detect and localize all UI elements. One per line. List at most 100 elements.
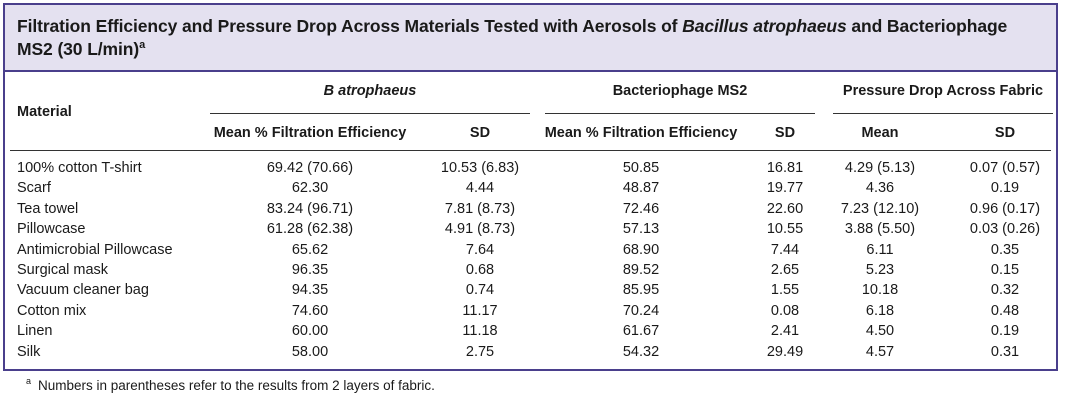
cell-ms2-mean: 89.52 xyxy=(622,262,660,278)
header-material: Material xyxy=(17,104,72,120)
cell-pd-sd: 0.07 (0.57) xyxy=(969,160,1041,176)
cell-b-sd: 4.91 (8.73) xyxy=(444,221,516,238)
cell-b-mean: 69.42 (70.66) xyxy=(266,160,354,176)
rule-group-b xyxy=(210,113,530,114)
table-row: 100% cotton T-shirt 69.42 (70.66) 10.53 (6… xyxy=(5,160,1055,180)
cell-ms2-mean: 70.24 xyxy=(622,302,660,319)
cell-material: 100% cotton T-shirt xyxy=(17,160,142,176)
header-b-sd: SD xyxy=(469,125,491,141)
cell-pd-mean: 6.18 xyxy=(865,302,895,319)
cell-b-mean: 74.60 xyxy=(291,302,329,319)
cell-pd-mean: 4.50 xyxy=(865,323,895,340)
table-row: Pillowcase 61.28 (62.38) 4.91 (8.73) 57.13 1… xyxy=(5,221,1055,241)
cell-b-mean: 61.28 (62.38) xyxy=(266,221,354,238)
cell-ms2-sd: 22.60 xyxy=(766,200,804,217)
cell-b-sd: 7.81 (8.73) xyxy=(444,200,516,217)
cell-material: Linen xyxy=(17,323,53,340)
cell-b-mean: 60.00 xyxy=(291,323,329,340)
header-group-ms2: Bacteriophage MS2 xyxy=(612,83,748,99)
cell-pd-mean: 6.11 xyxy=(866,241,894,258)
table-row: Vacuum cleaner bag 94.35 0.74 85.95 1.55 10.1… xyxy=(5,282,1055,302)
cell-pd-sd: 0.35 xyxy=(990,241,1020,258)
cell-pd-sd: 0.19 xyxy=(990,180,1020,197)
cell-material: Surgical mask xyxy=(17,262,109,278)
cell-ms2-sd: 2.41 xyxy=(770,323,800,340)
cell-pd-mean: 4.57 xyxy=(865,343,895,360)
cell-b-sd: 4.44 xyxy=(465,180,495,197)
footnote-marker: a xyxy=(26,376,32,386)
cell-b-mean: 62.30 xyxy=(291,180,329,197)
table-row: Linen 60.00 11.18 61.67 2.41 4.50 0.19 xyxy=(5,323,1055,343)
cell-pd-sd: 0.03 (0.26) xyxy=(969,221,1041,238)
cell-material: Vacuum cleaner bag xyxy=(17,282,149,299)
cell-ms2-sd: 29.49 xyxy=(766,343,804,360)
cell-b-mean: 65.62 xyxy=(291,241,329,258)
footnote-text: Numbers in parentheses refer to the resu… xyxy=(38,378,435,393)
cell-material: Tea towel xyxy=(17,200,79,217)
header-ms2-mean: Mean % Filtration Efficiency xyxy=(544,125,738,141)
cell-material: Pillowcase xyxy=(17,221,86,238)
cell-ms2-mean: 54.32 xyxy=(622,343,660,360)
cell-ms2-sd: 1.55 xyxy=(770,282,800,299)
cell-b-mean: 94.35 xyxy=(291,282,329,299)
cell-pd-sd: 0.96 (0.17) xyxy=(969,200,1041,217)
table-row: Tea towel 83.24 (96.71) 7.81 (8.73) 72.46 22… xyxy=(5,201,1055,221)
cell-b-sd: 10.53 (6.83) xyxy=(440,160,520,176)
cell-ms2-mean: 48.87 xyxy=(622,180,660,197)
cell-ms2-sd: 0.08 xyxy=(770,302,800,319)
table-frame: Filtration Efficiency and Pressure Drop … xyxy=(3,3,1058,371)
cell-ms2-mean: 72.46 xyxy=(622,200,660,217)
cell-pd-sd: 0.48 xyxy=(990,302,1020,319)
cell-pd-sd: 0.19 xyxy=(990,323,1020,340)
cell-ms2-sd: 2.65 xyxy=(770,262,800,278)
cell-material: Silk xyxy=(17,343,41,360)
header-b-mean: Mean % Filtration Efficiency xyxy=(213,125,407,141)
cell-pd-sd: 0.31 xyxy=(990,343,1020,360)
header-ms2-sd: SD xyxy=(774,125,796,141)
cell-b-mean: 83.24 (96.71) xyxy=(266,200,354,217)
cell-material: Cotton mix xyxy=(17,302,87,319)
cell-b-sd: 11.18 xyxy=(462,323,498,340)
cell-pd-sd: 0.15 xyxy=(990,262,1020,278)
header-pd-mean: Mean xyxy=(861,125,899,141)
title-footnote-marker: a xyxy=(139,39,146,52)
cell-ms2-sd: 7.44 xyxy=(770,241,800,258)
cell-material: Antimicrobial Pillowcase xyxy=(17,241,173,258)
header-group-pressure: Pressure Drop Across Fabric xyxy=(842,83,1044,99)
cell-b-sd: 0.74 xyxy=(465,282,495,299)
cell-pd-mean: 4.29 (5.13) xyxy=(844,160,916,176)
cell-b-mean: 58.00 xyxy=(291,343,329,360)
table-footnote: a Numbers in parentheses refer to the res… xyxy=(26,376,435,393)
cell-pd-mean: 7.23 (12.10) xyxy=(840,200,920,217)
cell-pd-mean: 4.36 xyxy=(865,180,895,197)
table-row: Surgical mask 96.35 0.68 89.52 2.65 5.23 0.15 xyxy=(5,262,1055,282)
table-row: Antimicrobial Pillowcase 65.62 7.64 68.90 7.… xyxy=(5,242,1055,262)
cell-ms2-mean: 85.95 xyxy=(622,282,660,299)
cell-ms2-sd: 19.77 xyxy=(766,180,804,197)
table-row: Silk 58.00 2.75 54.32 29.49 4.57 0.31 xyxy=(5,344,1055,364)
title-part1: Filtration Efficiency and Pressure Drop … xyxy=(17,16,678,36)
cell-material: Scarf xyxy=(17,180,51,197)
header-group-b-atrophaeus: B atrophaeus xyxy=(323,83,417,99)
title-part2: and Bacteriophage MS2 (30 L/min) xyxy=(17,16,1008,59)
cell-b-sd: 7.64 xyxy=(465,241,495,258)
cell-ms2-mean: 57.13 xyxy=(622,221,660,238)
cell-pd-mean: 10.18 xyxy=(861,282,899,299)
cell-ms2-mean: 50.85 xyxy=(622,160,660,176)
table-row: Scarf 62.30 4.44 48.87 19.77 4.36 0.19 xyxy=(5,180,1055,200)
rule-group-ms2 xyxy=(545,113,815,114)
header-bottom-rule xyxy=(10,150,1051,151)
cell-b-sd: 2.75 xyxy=(465,343,495,360)
cell-ms2-sd: 16.81 xyxy=(766,160,804,176)
cell-ms2-mean: 61.67 xyxy=(622,323,660,340)
cell-pd-mean: 3.88 (5.50) xyxy=(844,221,916,238)
title-italic: Bacillus atrophaeus xyxy=(682,16,847,36)
cell-pd-mean: 5.23 xyxy=(865,262,895,278)
cell-b-sd: 11.17 xyxy=(462,302,498,319)
table-title-band: Filtration Efficiency and Pressure Drop … xyxy=(5,5,1056,72)
table-title: Filtration Efficiency and Pressure Drop … xyxy=(17,15,1044,61)
table-row: Cotton mix 74.60 11.17 70.24 0.08 6.18 0.48 xyxy=(5,303,1055,323)
cell-ms2-mean: 68.90 xyxy=(622,241,660,258)
cell-pd-sd: 0.32 xyxy=(990,282,1020,299)
rule-group-pressure xyxy=(833,113,1053,114)
